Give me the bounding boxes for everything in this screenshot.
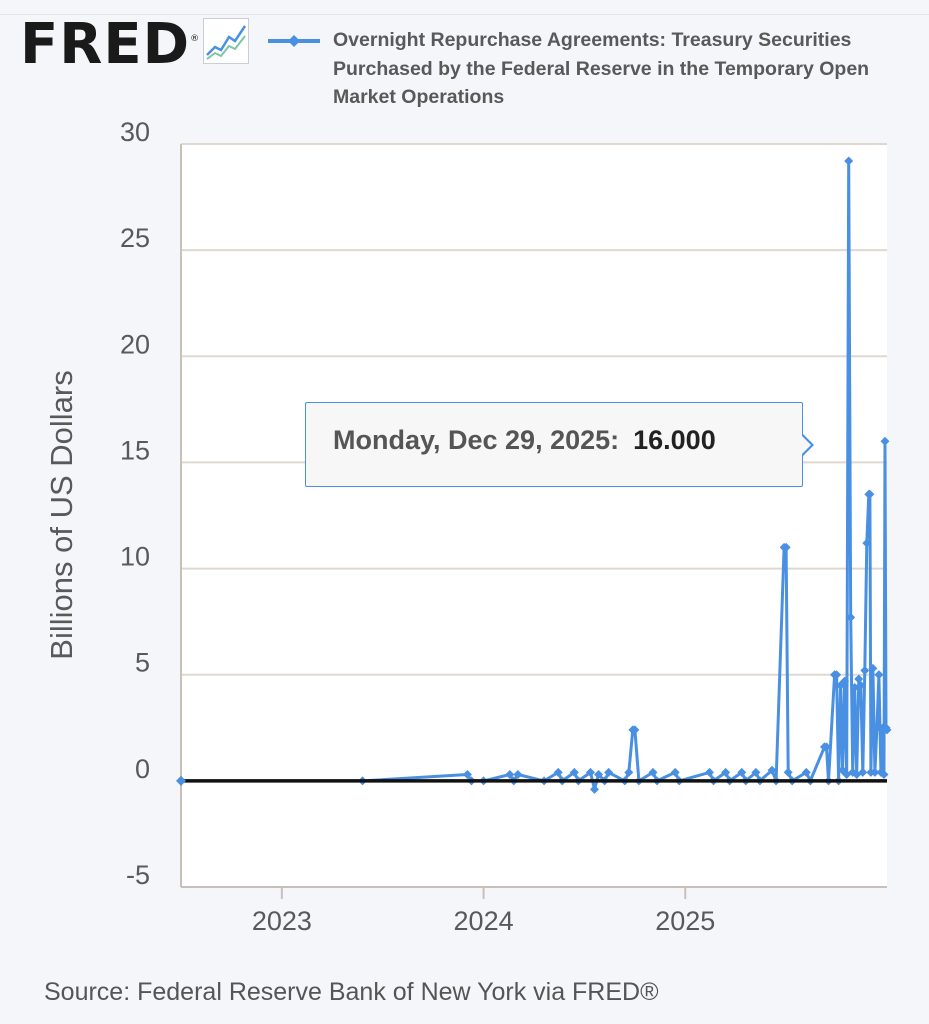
data-point[interactable] [751, 767, 761, 777]
tooltip-date: Monday, Dec 29, 2025: [333, 425, 620, 455]
data-point[interactable] [865, 489, 875, 499]
fred-logo-text: FRED [20, 12, 191, 77]
data-point[interactable] [844, 156, 854, 166]
data-point[interactable] [858, 767, 868, 777]
data-point[interactable] [846, 612, 856, 622]
data-point[interactable] [856, 680, 866, 690]
y-tick-label: 30 [120, 117, 150, 147]
data-point[interactable] [870, 767, 880, 777]
data-point[interactable] [590, 784, 600, 794]
data-point[interactable] [821, 742, 831, 752]
y-axis-title: Billions of US Dollars [44, 370, 79, 659]
data-point[interactable] [670, 767, 680, 777]
y-tick-label: 0 [135, 754, 150, 784]
data-point[interactable] [801, 767, 811, 777]
y-tick-label: 20 [120, 329, 150, 359]
data-point[interactable] [505, 769, 515, 779]
top-divider [0, 14, 929, 15]
data-point[interactable] [462, 769, 472, 779]
y-tick-label: 15 [120, 435, 150, 465]
x-tick-label: 2025 [655, 906, 715, 936]
data-point[interactable] [721, 767, 731, 777]
x-tick-label: 2023 [252, 906, 312, 936]
data-point[interactable] [704, 767, 714, 777]
data-point[interactable] [872, 723, 882, 733]
data-point[interactable] [832, 670, 842, 680]
legend-label[interactable]: Overnight Repurchase Agreements: Treasur… [333, 29, 870, 108]
y-tick-label: 25 [120, 223, 150, 253]
y-tick-label: 10 [120, 542, 150, 572]
data-point[interactable] [737, 767, 747, 777]
data-point[interactable] [874, 670, 884, 680]
data-point[interactable] [648, 767, 658, 777]
legend-swatch-icon [268, 35, 320, 47]
data-point[interactable] [840, 676, 850, 686]
data-point[interactable] [767, 765, 777, 775]
data-point[interactable] [868, 663, 878, 673]
y-tick-label: 5 [135, 648, 150, 678]
data-point[interactable] [862, 538, 872, 548]
data-point[interactable] [604, 767, 614, 777]
data-point[interactable] [781, 542, 791, 552]
data-point[interactable] [882, 725, 892, 735]
data-point[interactable] [630, 725, 640, 735]
data-point[interactable] [569, 767, 579, 777]
source-note[interactable]: Source: Federal Reserve Bank of New York… [44, 978, 659, 1006]
plot-area [181, 144, 887, 887]
registered-mark: ® [190, 34, 201, 45]
data-point[interactable] [860, 665, 870, 675]
data-point[interactable] [880, 436, 890, 446]
fred-logo[interactable]: FRED® [20, 12, 200, 77]
tooltip-value: 16.000 [633, 425, 716, 455]
fred-graph-icon[interactable] [203, 18, 249, 64]
data-point[interactable] [783, 767, 793, 777]
data-point[interactable] [879, 769, 889, 779]
data-point[interactable] [553, 767, 563, 777]
data-point[interactable] [513, 769, 523, 779]
x-tick-label: 2024 [454, 906, 514, 936]
tooltip-text: Monday, Dec 29, 2025: 16.000 [333, 425, 716, 456]
data-point[interactable] [585, 767, 595, 777]
data-tooltip: Monday, Dec 29, 2025: 16.000 [305, 402, 814, 487]
y-tick-label: -5 [126, 860, 150, 890]
data-point[interactable] [594, 769, 604, 779]
data-point[interactable] [624, 767, 634, 777]
data-point[interactable] [176, 775, 186, 786]
